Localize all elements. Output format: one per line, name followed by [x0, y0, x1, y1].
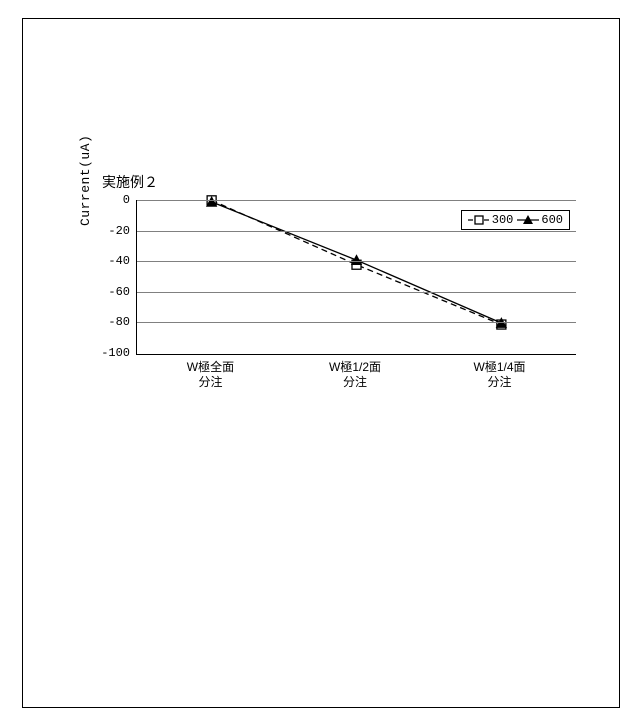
x-tick-label: W極全面分注: [187, 360, 234, 390]
y-tick-label: -100: [84, 346, 130, 360]
plot-area: 300 600: [136, 200, 576, 355]
gridline: [137, 261, 576, 262]
chart: Current(uA) 300 600 0-20-40-60-80-100W極全…: [84, 200, 584, 420]
gridline: [137, 231, 576, 232]
y-tick-label: -80: [84, 315, 130, 329]
x-tick-label: W極1/2面分注: [329, 360, 381, 390]
legend: 300 600: [461, 210, 570, 230]
legend-item-600: 600: [517, 213, 563, 227]
y-tick-label: -40: [84, 254, 130, 268]
gridline: [137, 292, 576, 293]
legend-item-300: 300: [468, 213, 514, 227]
gridline: [137, 322, 576, 323]
x-tick-label: W極1/4面分注: [474, 360, 526, 390]
y-tick-label: -20: [84, 224, 130, 238]
gridline: [137, 200, 576, 201]
legend-label-300: 300: [492, 213, 514, 227]
legend-label-600: 600: [541, 213, 563, 227]
y-tick-label: -60: [84, 285, 130, 299]
y-tick-label: 0: [84, 193, 130, 207]
chart-title: 実施例２: [102, 172, 158, 192]
page: 実施例２ Current(uA) 300 600 0 -20 -40 -60 -80 -1…: [0, 0, 640, 723]
y-axis-label: Current(uA): [78, 135, 93, 226]
